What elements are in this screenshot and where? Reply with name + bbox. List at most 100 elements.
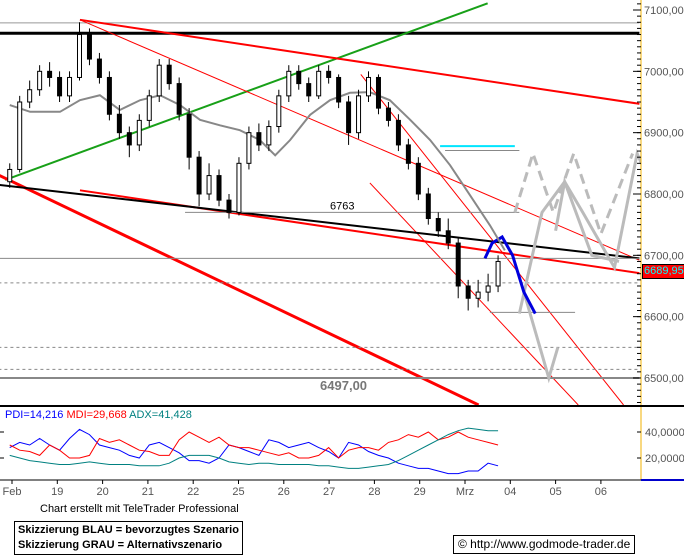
candle [106,76,112,115]
candle [116,113,122,134]
x-tick-label: 05 [549,486,561,498]
plot-area [0,2,641,405]
candle [495,260,501,287]
candle [475,291,481,299]
x-tick-label: 04 [504,486,516,498]
candle [316,70,322,97]
y-tick-label: 6500,00 [644,373,684,385]
candle [37,70,43,91]
candle [156,64,162,97]
candle [196,156,202,195]
ind-tick-label: 40,0000 [645,427,684,439]
candle [47,70,53,78]
candle [76,34,82,78]
x-tick-label: 27 [323,486,335,498]
trend-line [483,234,537,315]
x-tick-label: Feb [3,486,22,498]
ind-tick-label: 20,0000 [645,453,684,465]
x-tick-label: 06 [595,486,607,498]
x-tick-label: 19 [51,486,63,498]
trend-line [517,148,641,314]
moving-average-line [9,91,506,251]
x-tick-label: 22 [187,486,199,498]
trend-line [522,291,560,384]
trend-line [369,182,579,405]
mdi-legend: MDI=29,668 [66,409,127,421]
candle [306,83,312,97]
candle [67,76,73,97]
indicator-line-pdi [9,428,499,475]
candle [96,58,102,78]
candle [326,70,332,78]
pdi-legend: PDI=14,216 [5,409,64,421]
y-tick-label: 6600,00 [644,312,684,324]
trend-line [0,183,640,260]
adx-legend: ADX=41,428 [129,409,192,421]
candle [186,113,192,158]
candle [346,101,352,134]
candle [445,230,451,244]
candle [425,193,431,220]
x-tick-label: 26 [278,486,290,498]
source-link[interactable]: © http://www.godmode-trader.de [453,535,636,554]
candle [296,70,302,85]
y-tick-label: 6700,00 [644,250,684,262]
trend-line [513,148,635,239]
trend-line [0,174,480,405]
candle [216,175,222,201]
trend-line [554,176,620,263]
candle [395,119,401,146]
trend-line [79,19,640,261]
indicator-line-mdi [9,431,499,459]
y-tick-label: 6900,00 [644,128,684,140]
candle [226,199,232,213]
candle [276,95,282,128]
annotation-label: 6497,00 [320,378,367,393]
candle [206,175,212,195]
trend-line [79,18,640,105]
candle [146,95,152,121]
x-tick-label: 21 [142,486,154,498]
candle [286,70,292,97]
candle [336,76,342,103]
candle [366,76,372,97]
legend-blue: Skizzierung BLAU = bevorzugtes Szenario [18,524,239,536]
x-tick-label: Mrz [456,486,474,498]
indicator-line-adx [9,427,499,469]
candle [176,83,182,115]
candle [356,95,362,134]
candle [375,76,381,109]
candle [86,34,92,60]
indicator-legend: PDI=14,216 MDI=29,668 ADX=41,428 [5,409,192,421]
annotation-label: 6763 [330,200,354,212]
legend-gray: Skizzierung GRAU = Alternativszenario [18,539,223,551]
candle [7,168,13,183]
candle [405,144,411,164]
y-tick-label: 6800,00 [644,189,684,201]
candle [57,76,63,97]
candle [236,162,242,213]
candle [126,132,132,146]
trend-line [360,74,624,405]
y-tick-label: 7000,00 [644,66,684,78]
x-tick-label: 20 [96,486,108,498]
candle [166,64,172,85]
x-tick-label: 29 [414,486,426,498]
candle [465,285,471,299]
candle [17,101,23,170]
last-price-tag: 6689,95 [642,264,684,279]
chart-credit: Chart erstellt mit TeleTrader Profession… [40,503,239,515]
candle [136,119,142,146]
candle [266,126,272,146]
scenario-legend: Skizzierung BLAU = bevorzugtes Szenario … [14,521,243,555]
y-tick-label: 7100,00 [644,5,684,17]
candle [485,285,491,293]
candle [385,107,391,121]
candle [415,162,421,195]
candle [435,218,441,232]
candle [27,89,33,103]
candle [256,132,262,146]
candle [246,132,252,164]
